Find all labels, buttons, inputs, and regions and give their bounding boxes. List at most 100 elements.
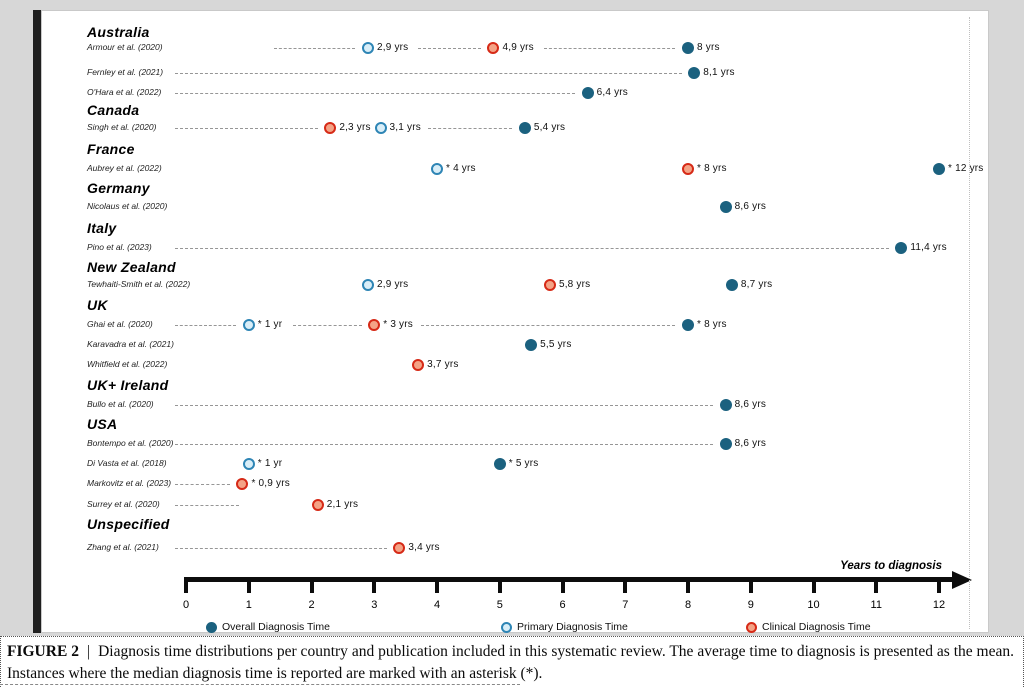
leader-dash bbox=[273, 48, 356, 49]
leader-dash bbox=[175, 548, 387, 549]
axis-tick-label: 1 bbox=[245, 599, 252, 611]
data-point-label: * 3 yrs bbox=[383, 319, 413, 330]
overall-diagnosis-dot bbox=[682, 319, 694, 331]
data-point-label: 2,1 yrs bbox=[326, 499, 359, 510]
leader-dash bbox=[175, 444, 714, 445]
data-point-label: 8,1 yrs bbox=[703, 67, 735, 78]
overall-diagnosis-dot bbox=[688, 67, 701, 79]
data-point-label: 3,1 yrs bbox=[389, 122, 421, 133]
axis-tick bbox=[560, 577, 565, 593]
leader-dash bbox=[175, 325, 237, 326]
axis-tick bbox=[497, 577, 502, 593]
axis-tick bbox=[811, 577, 816, 593]
leader-dash bbox=[292, 325, 362, 326]
country-header: UK bbox=[87, 297, 108, 313]
axis-tick bbox=[686, 577, 690, 593]
leader-dash bbox=[175, 505, 240, 506]
country-header: Unspecified bbox=[87, 516, 170, 532]
data-point-label: 4,9 yrs bbox=[502, 42, 534, 53]
figure-page: Australia Armour et al. (2020) 2,9 yrs 4,9 … bbox=[41, 10, 989, 633]
study-label: Markovitz et al. (2023) bbox=[87, 478, 172, 488]
data-point-label: 8,6 yrs bbox=[734, 438, 767, 449]
data-point-label: 8,7 yrs bbox=[740, 279, 773, 290]
data-point-label: * 1 yr bbox=[257, 319, 283, 330]
data-point-label: 5,4 yrs bbox=[533, 122, 566, 133]
figure-caption: FIGURE 2 | Diagnosis time distributions pe… bbox=[0, 636, 1024, 687]
data-point-label: * 0,9 yrs bbox=[251, 478, 290, 489]
country-header: Canada bbox=[87, 102, 140, 118]
study-label: Zhang et al. (2021) bbox=[87, 542, 159, 552]
overall-diagnosis-dot bbox=[719, 438, 732, 450]
primary-diagnosis-dot bbox=[242, 319, 255, 331]
overall-diagnosis-dot bbox=[895, 242, 908, 254]
axis-tick-label: 12 bbox=[932, 599, 946, 611]
country-header: UK+ Ireland bbox=[87, 377, 169, 393]
leader-dash bbox=[418, 48, 481, 49]
country-header: Germany bbox=[87, 180, 150, 196]
study-label: Fernley et al. (2021) bbox=[87, 67, 164, 77]
leader-dash bbox=[175, 484, 230, 485]
axis-tick-label: 0 bbox=[182, 599, 190, 611]
primary-diagnosis-dot bbox=[361, 279, 374, 291]
overall-diagnosis-dot bbox=[581, 87, 594, 99]
overall-diagnosis-dot bbox=[525, 339, 538, 351]
axis-tick bbox=[372, 577, 377, 593]
legend-label: Primary Diagnosis Time bbox=[517, 621, 628, 633]
legend-label: Overall Diagnosis Time bbox=[222, 621, 330, 633]
data-point-label: 5,5 yrs bbox=[540, 339, 572, 350]
data-point-label: 5,8 yrs bbox=[558, 279, 591, 290]
legend-marker-primary bbox=[501, 622, 512, 633]
axis-tick bbox=[309, 577, 314, 593]
country-header: Italy bbox=[87, 220, 117, 236]
country-header: Australia bbox=[87, 24, 150, 40]
axis-tick bbox=[937, 577, 941, 593]
axis-tick-label: 9 bbox=[747, 599, 754, 611]
study-label: O'Hara et al. (2022) bbox=[87, 87, 162, 97]
study-label: Nicolaus et al. (2020) bbox=[87, 201, 168, 211]
study-label: Karavadra et al. (2021) bbox=[87, 339, 174, 349]
caption-separator: | bbox=[86, 643, 91, 660]
clinical-diagnosis-dot bbox=[368, 319, 381, 331]
legend-marker-overall bbox=[206, 622, 217, 633]
x-axis-label: Years to diagnosis bbox=[840, 560, 942, 572]
clinical-diagnosis-dot bbox=[236, 478, 249, 490]
scan-edge-bar bbox=[33, 10, 41, 633]
data-point-label: 3,4 yrs bbox=[408, 542, 440, 553]
clinical-diagnosis-dot bbox=[324, 122, 337, 134]
scan-artifact-line bbox=[969, 17, 970, 629]
axis-tick bbox=[748, 577, 753, 593]
leader-dash bbox=[175, 248, 889, 249]
study-label: Armour et al. (2020) bbox=[87, 42, 163, 52]
axis-tick-label: 5 bbox=[496, 599, 503, 611]
primary-diagnosis-dot bbox=[374, 122, 387, 134]
legend-label: Clinical Diagnosis Time bbox=[762, 621, 871, 633]
caption-text: Diagnosis time distributions per country… bbox=[7, 643, 1014, 682]
primary-diagnosis-dot bbox=[431, 163, 443, 175]
data-point-label: 3,7 yrs bbox=[427, 359, 459, 370]
primary-diagnosis-dot bbox=[361, 42, 374, 54]
leader-dash bbox=[175, 93, 576, 94]
overall-diagnosis-dot bbox=[518, 122, 531, 134]
data-point-label: * 8 yrs bbox=[697, 163, 727, 174]
leader-dash bbox=[175, 405, 714, 406]
legend-marker-clinical bbox=[746, 622, 757, 633]
data-point-label: 2,9 yrs bbox=[376, 279, 409, 290]
study-label: Surrey et al. (2020) bbox=[87, 499, 160, 509]
clinical-diagnosis-dot bbox=[487, 42, 500, 54]
data-point-label: 8 yrs bbox=[697, 42, 720, 53]
data-point-label: 2,9 yrs bbox=[376, 42, 409, 53]
study-label: Di Vasta et al. (2018) bbox=[87, 458, 167, 468]
chart-area: Australia Armour et al. (2020) 2,9 yrs 4,9 … bbox=[42, 11, 988, 633]
study-label: Whitfield et al. (2022) bbox=[87, 359, 168, 369]
clinical-diagnosis-dot bbox=[311, 499, 324, 511]
overall-diagnosis-dot bbox=[682, 42, 694, 54]
data-point-label: * 8 yrs bbox=[697, 319, 727, 330]
data-point-label: 6,4 yrs bbox=[596, 87, 629, 98]
data-point-label: * 4 yrs bbox=[446, 163, 476, 174]
data-point-label: * 5 yrs bbox=[508, 458, 539, 469]
axis-tick-label: 4 bbox=[433, 599, 441, 611]
scan-artifact-dash bbox=[0, 684, 520, 685]
axis-tick-label: 7 bbox=[622, 599, 629, 611]
leader-dash bbox=[543, 48, 676, 49]
axis-tick-label: 6 bbox=[559, 599, 566, 611]
